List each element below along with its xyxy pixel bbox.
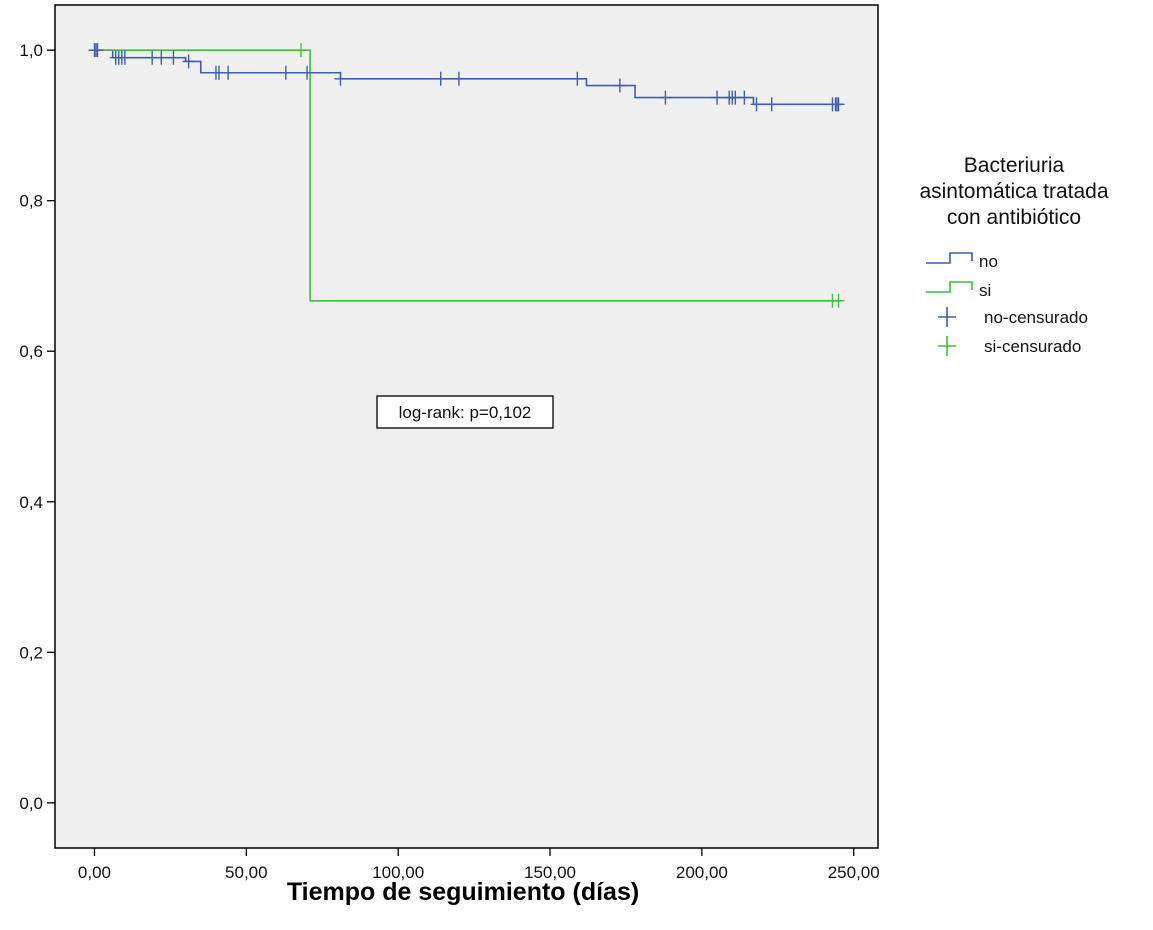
x-tick-label: 150,00 [524,863,576,882]
censor-mark-si [294,43,307,58]
y-tick-label: 0,2 [19,643,43,662]
censor-mark-no [182,54,195,69]
y-tick-label: 0,8 [19,192,43,211]
legend-title-line-1: Bacteriuria [964,154,1065,177]
censor-layer [88,43,845,308]
x-axis-title: Tiempo de seguimiento (días) [287,878,639,906]
censor-mark-no [750,97,763,112]
censor-mark-no [452,71,465,86]
series-line-si [94,49,842,302]
legend-swatch-si-censurado [938,336,956,356]
censor-mark-no [91,43,104,58]
legend-title-line-2: asintomática tratada [919,180,1108,203]
censor-mark-no [659,90,672,105]
censor-mark-no [155,50,168,65]
x-tick-label: 100,00 [372,863,424,882]
y-axis: 0,0 0,2 0,4 0,6 0,8 1,0 [19,41,55,813]
x-axis: 0,00 50,00 100,00 150,00 200,00 250,00 [78,848,880,882]
legend-label: si [979,281,991,300]
x-tick-label: 200,00 [676,863,728,882]
y-tick-label: 1,0 [19,41,43,60]
y-tick-label: 0,6 [19,342,43,361]
legend-swatch-no-censurado [938,307,956,327]
censor-mark-no [334,71,347,86]
legend-swatch-no [926,252,973,264]
censor-mark-no [613,78,626,93]
censor-mark-no [765,97,778,112]
x-tick-label: 250,00 [828,863,880,882]
censor-mark-no [222,65,235,80]
legend-label: no-censurado [984,308,1088,327]
legend-swatch-si [926,281,973,293]
censor-mark-no [279,65,292,80]
annotation-box: log-rank: p=0,102 [376,395,554,429]
censor-mark-no [571,71,584,86]
censor-mark-no [832,97,845,112]
censor-mark-no [711,90,724,105]
y-tick-label: 0,0 [19,794,43,813]
x-tick-label: 0,00 [78,863,111,882]
censor-mark-no [738,90,751,105]
legend-label: no [979,252,998,271]
annotation-text: log-rank: p=0,102 [399,403,532,422]
legend-entries: no si no-censurado si-censurado [926,252,1088,356]
censor-mark-no [167,50,180,65]
y-tick-label: 0,4 [19,493,43,512]
censor-mark-no [301,65,314,80]
x-tick-label: 50,00 [225,863,268,882]
legend-title-line-3: con antibiótico [947,206,1081,229]
censor-mark-si [832,293,845,308]
annotation-frame [376,395,554,429]
censor-mark-no [118,50,131,65]
legend-label: si-censurado [984,337,1081,356]
legend: Bacteriuria asintomática tratada con ant… [919,154,1109,356]
censor-mark-no [434,71,447,86]
